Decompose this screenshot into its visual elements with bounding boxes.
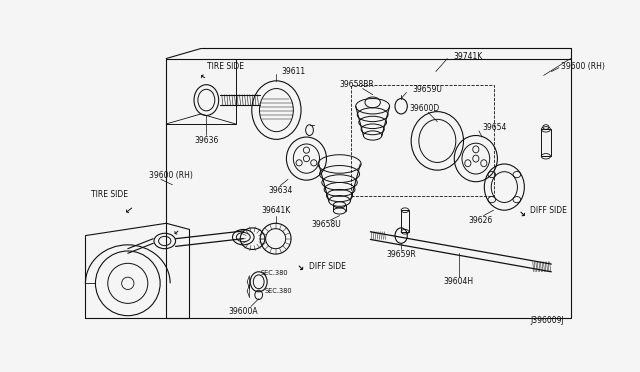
Text: 39600D: 39600D [409, 104, 440, 113]
Bar [541, 129, 550, 156]
Text: 39600A: 39600A [228, 307, 258, 315]
Text: 39641K: 39641K [261, 206, 291, 215]
Text: 39741K: 39741K [454, 52, 483, 61]
Text: 39654: 39654 [482, 123, 506, 132]
Bar [166, 58, 570, 318]
Text: 39600 (RH): 39600 (RH) [149, 171, 193, 180]
Text: 39600 (RH): 39600 (RH) [561, 62, 604, 71]
Text: 39634: 39634 [268, 186, 292, 195]
Bar [166, 58, 236, 124]
Text: 39626: 39626 [468, 216, 493, 225]
Text: 39604H: 39604H [444, 277, 474, 286]
Text: 39636: 39636 [194, 136, 218, 145]
Text: 39659R: 39659R [387, 250, 416, 259]
Text: J396009J: J396009J [531, 316, 564, 325]
Bar [351, 85, 493, 196]
Text: DIFF SIDE: DIFF SIDE [308, 262, 346, 271]
Text: TIRE SIDE: TIRE SIDE [91, 190, 128, 199]
Text: SEC.380: SEC.380 [265, 288, 292, 294]
Text: 39658BR: 39658BR [340, 80, 374, 89]
Text: 39611: 39611 [282, 67, 306, 76]
Text: SEC.380: SEC.380 [260, 270, 288, 276]
Text: 39659U: 39659U [413, 85, 443, 94]
Text: DIFF SIDE: DIFF SIDE [530, 206, 566, 215]
Text: 39658U: 39658U [312, 220, 341, 229]
Bar [401, 210, 409, 232]
Text: TIRE SIDE: TIRE SIDE [207, 62, 244, 71]
